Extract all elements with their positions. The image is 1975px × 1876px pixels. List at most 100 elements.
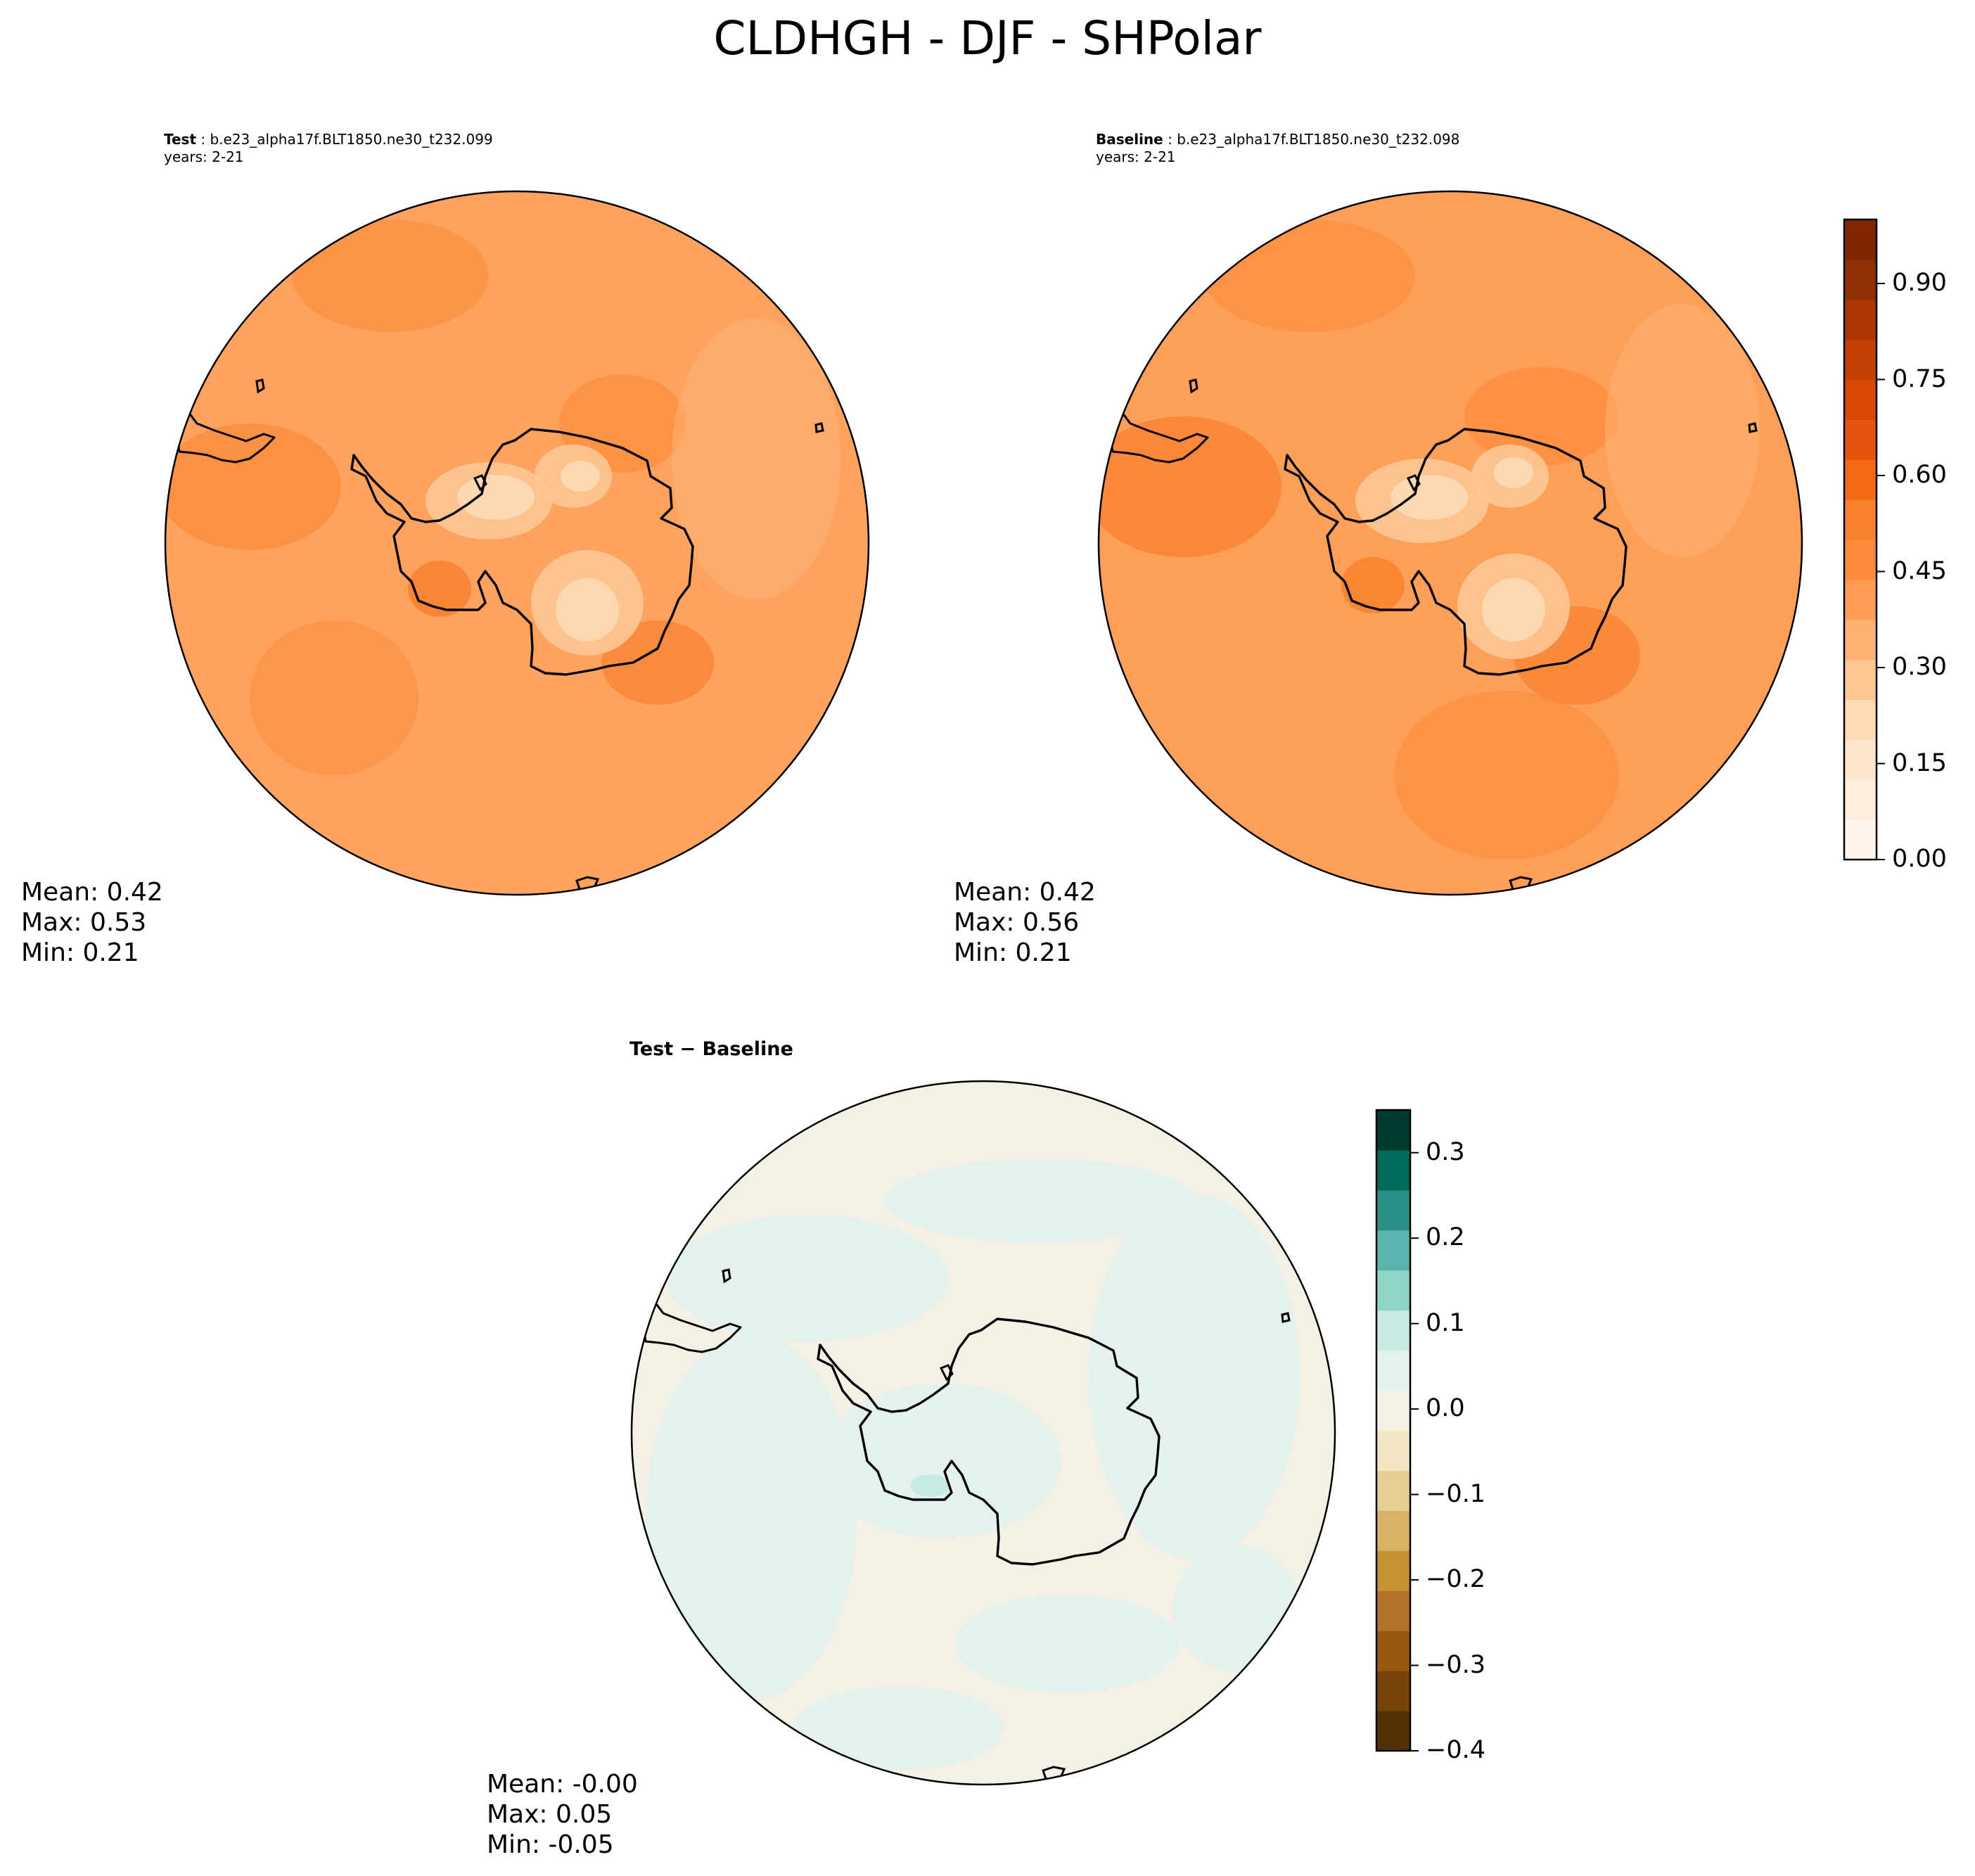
difference-colorbar-tick-label: 0.3	[1426, 1137, 1465, 1166]
map-fill	[632, 1081, 1335, 1785]
difference-map	[630, 1080, 1336, 1786]
cloud-highlight	[1482, 578, 1545, 642]
coastline-island	[1281, 1312, 1291, 1323]
main-colorbar-segment	[1844, 540, 1877, 580]
difference-colorbar-segment	[1376, 1470, 1410, 1511]
test-min: Min: 0.21	[21, 938, 139, 968]
difference-colorbar-tick-label: −0.2	[1426, 1565, 1485, 1594]
figure-title: CLDHGH - DJF - SHPolar	[713, 11, 1262, 65]
difference-colorbar-tick-label: 0.0	[1426, 1394, 1465, 1423]
cloud-highlight	[1391, 475, 1468, 520]
coastline-island	[939, 1364, 954, 1382]
difference-colorbar-tick-label: −0.3	[1426, 1650, 1485, 1679]
difference-colorbar-segment	[1376, 1270, 1410, 1311]
main-colorbar-tick-label: 0.30	[1892, 653, 1947, 681]
main-colorbar-segment	[1844, 499, 1877, 540]
main-colorbar-tick-label: 0.15	[1892, 748, 1947, 777]
main-colorbar	[1843, 218, 1885, 861]
difference-max: Max: 0.05	[487, 1800, 613, 1830]
cloud-patch	[601, 620, 714, 705]
difference-colorbar-segment	[1376, 1510, 1410, 1551]
main-colorbar-segment	[1844, 659, 1877, 701]
difference-colorbar-segment	[1376, 1631, 1410, 1671]
cloud-patch	[646, 1334, 857, 1700]
coastline-south-america	[637, 1294, 742, 1353]
main-colorbar-segment	[1844, 379, 1877, 420]
difference-colorbar	[1375, 1109, 1419, 1752]
coastline-island	[722, 1268, 731, 1284]
test-case-name: b.e23_alpha17f.BLT1850.ne30_t232.099	[210, 131, 493, 148]
main-colorbar-segment	[1844, 739, 1877, 780]
main-colorbar-segment	[1844, 579, 1877, 620]
difference-colorbar-segment	[1376, 1430, 1410, 1472]
test-mean: Mean: 0.42	[21, 878, 163, 907]
cloud-highlight	[1341, 557, 1405, 613]
cloud-patch	[822, 1384, 1061, 1538]
main-colorbar-segment	[1844, 339, 1877, 381]
main-colorbar-segment	[1844, 219, 1877, 260]
baseline-min: Min: 0.21	[954, 938, 1072, 968]
main-colorbar-frame	[1843, 218, 1878, 861]
map-boundary	[164, 190, 870, 896]
difference-colorbar-segment	[1376, 1189, 1410, 1231]
main-colorbar-tick-label: 0.90	[1892, 269, 1947, 297]
cloud-patch	[1464, 367, 1619, 466]
cloud-patch	[1089, 1194, 1300, 1559]
main-colorbar-tick-label: 0.45	[1892, 556, 1947, 585]
cloud-highlight	[911, 1474, 950, 1497]
coastline-island	[255, 378, 265, 394]
baseline-label: Baseline	[1096, 131, 1163, 148]
baseline-years: years: 2-21	[1096, 148, 1176, 165]
difference-colorbar-segment	[1376, 1230, 1410, 1271]
main-colorbar-segment	[1844, 619, 1877, 661]
difference-colorbar-segment	[1376, 1590, 1410, 1631]
main-colorbar-tick-label: 0.00	[1892, 845, 1947, 873]
difference-mean: Mean: -0.00	[487, 1770, 638, 1799]
coastline-antarctica	[817, 1317, 1161, 1566]
main-colorbar-segment	[1844, 459, 1877, 500]
coastline-antarctica	[350, 428, 694, 676]
difference-colorbar-tick-label: 0.2	[1426, 1223, 1465, 1252]
map-boundary	[630, 1080, 1336, 1786]
difference-title: Test − Baseline	[629, 1038, 793, 1060]
test-stats: Mean: 0.42 Max: 0.53 Min: 0.21	[21, 877, 163, 969]
difference-stats: Mean: -0.00 Max: 0.05 Min: -0.05	[487, 1769, 638, 1861]
cloud-patch	[955, 1595, 1180, 1693]
cloud-patch	[1394, 691, 1619, 860]
baseline-subtitle: Baseline : b.e23_alpha17f.BLT1850.ne30_t…	[1096, 131, 1460, 165]
cloud-highlight	[561, 461, 600, 492]
cloud-patch	[667, 1215, 948, 1341]
test-label: Test	[164, 131, 197, 148]
baseline-case-name: b.e23_alpha17f.BLT1850.ne30_t232.098	[1177, 131, 1460, 148]
coastline-south-america	[171, 404, 276, 464]
difference-colorbar-segment	[1376, 1110, 1410, 1151]
cloud-patch	[793, 1686, 1004, 1770]
main-colorbar-segment	[1844, 299, 1877, 340]
map-fill	[165, 191, 869, 895]
difference-colorbar-segment	[1376, 1550, 1410, 1591]
main-colorbar-segment	[1844, 819, 1877, 860]
difference-colorbar-tick-label: −0.4	[1426, 1736, 1485, 1764]
test-subtitle: Test : b.e23_alpha17f.BLT1850.ne30_t232.…	[164, 131, 493, 165]
main-colorbar-segment	[1844, 699, 1877, 740]
cloud-patch	[165, 423, 341, 550]
cloud-highlight	[457, 475, 535, 520]
cloud-patch	[1605, 304, 1760, 557]
cloud-highlight	[556, 578, 619, 642]
test-map	[164, 190, 870, 896]
difference-min: Min: -0.05	[487, 1830, 614, 1860]
coastline-island	[1748, 422, 1758, 433]
difference-colorbar-tick-label: −0.1	[1426, 1479, 1485, 1508]
difference-colorbar-segment	[1376, 1350, 1410, 1391]
difference-colorbar-tick-label: 0.1	[1426, 1308, 1465, 1337]
test-max: Max: 0.53	[21, 908, 147, 938]
cloud-patch	[292, 219, 489, 332]
main-colorbar-tick-label: 0.75	[1892, 364, 1947, 393]
difference-colorbar-segment	[1376, 1390, 1410, 1431]
cloud-patch	[1204, 219, 1415, 332]
coastline-island	[1189, 378, 1199, 394]
baseline-max: Max: 0.56	[954, 908, 1080, 938]
coastline-south-america	[1104, 404, 1209, 464]
cloud-highlight	[1494, 457, 1533, 488]
